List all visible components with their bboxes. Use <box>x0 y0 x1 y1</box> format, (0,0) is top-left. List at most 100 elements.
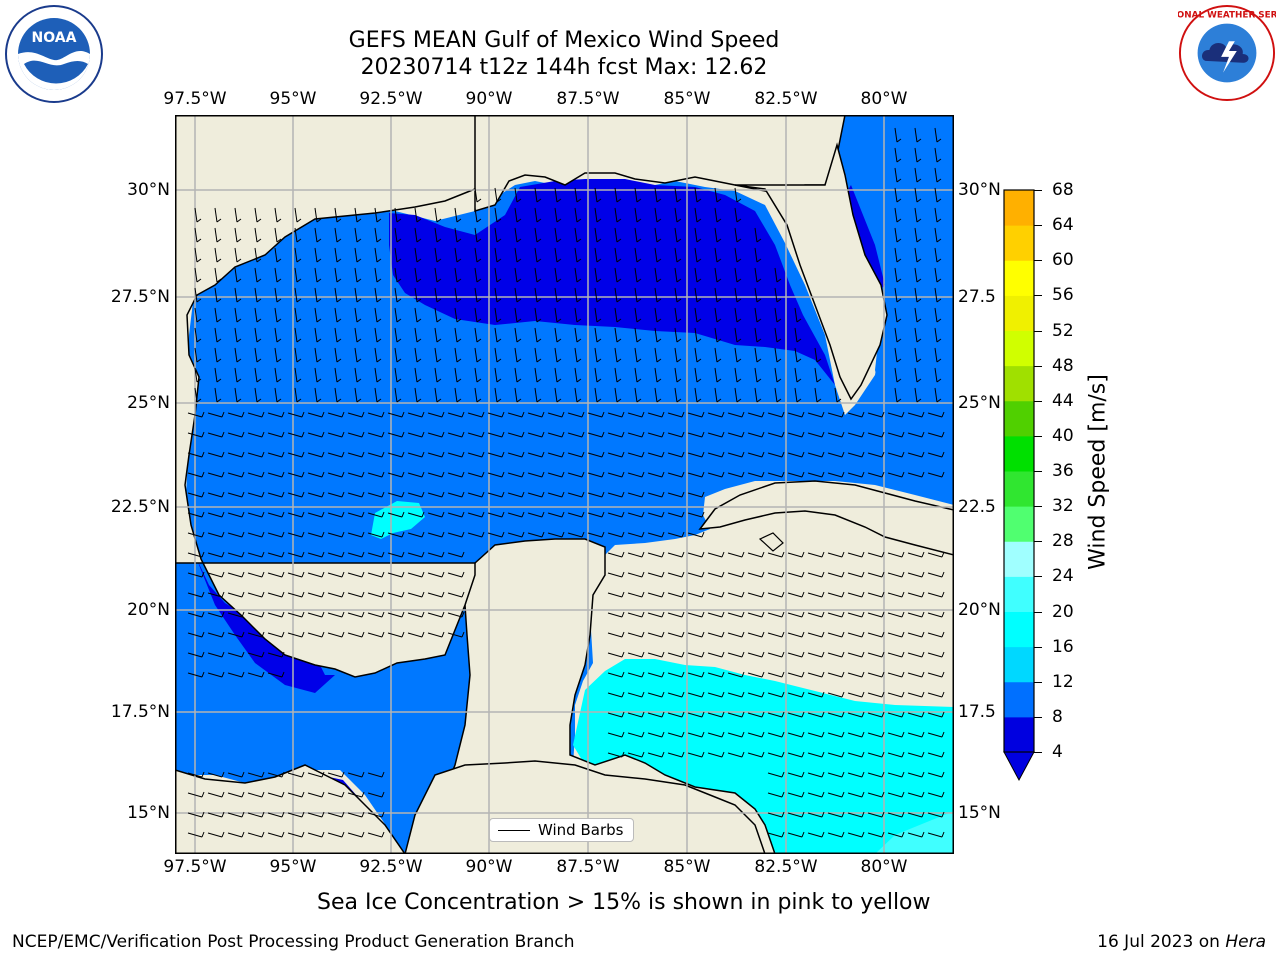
wind-barb <box>687 491 705 498</box>
wind-barb <box>927 731 945 738</box>
wind-barb <box>627 711 645 718</box>
wind-barb <box>487 511 505 518</box>
wind-barb <box>627 651 645 658</box>
wind-barb <box>487 411 505 418</box>
wind-barb <box>627 451 645 458</box>
wind-barb <box>894 147 902 163</box>
wind-barb <box>674 207 682 223</box>
wind-barb <box>327 431 345 438</box>
wind-barb <box>447 631 465 638</box>
wind-barb <box>927 631 945 638</box>
colorbar-tick: 20 <box>1052 601 1074 622</box>
sea-ice-note: Sea Ice Concentration > 15% is shown in … <box>317 890 931 915</box>
wind-barb <box>847 831 865 838</box>
wind-barb <box>674 367 682 383</box>
wind-barb <box>454 347 462 363</box>
wind-barb <box>894 287 902 303</box>
wind-barb <box>507 451 525 458</box>
wind-barb <box>274 287 282 303</box>
wind-barb <box>427 591 445 598</box>
wind-barb <box>367 631 385 638</box>
colorbar-tick: 28 <box>1052 531 1074 552</box>
wind-barb <box>934 367 942 383</box>
wind-barb <box>627 671 645 678</box>
wind-barb <box>247 451 265 458</box>
wind-barb <box>687 531 705 538</box>
wind-barb <box>367 511 385 518</box>
wind-barb <box>767 711 785 718</box>
wind-barb <box>454 227 462 243</box>
wind-barb <box>254 207 262 223</box>
wind-barb <box>807 711 825 718</box>
wind-barb <box>827 611 845 618</box>
wind-barb <box>367 791 385 798</box>
legend-box: Wind Barbs <box>489 818 635 842</box>
wind-barb <box>407 451 425 458</box>
wind-barb <box>534 287 542 303</box>
wind-barb <box>414 267 422 283</box>
wind-barb <box>867 591 885 598</box>
colorbar-tick-mark <box>1034 646 1042 648</box>
wind-barb <box>634 267 642 283</box>
wind-barb <box>647 651 665 658</box>
wind-barb <box>727 671 745 678</box>
wind-barb <box>847 471 865 478</box>
wind-barb <box>727 431 745 438</box>
wind-barb <box>707 551 725 558</box>
wind-barb <box>934 247 942 263</box>
wind-barb <box>727 571 745 578</box>
wind-barb <box>627 631 645 638</box>
wind-barb <box>807 611 825 618</box>
wind-barb <box>407 551 425 558</box>
wind-barb <box>754 307 762 323</box>
colorbar-tick-mark <box>1034 225 1042 227</box>
wind-barb <box>194 307 202 323</box>
wind-barb <box>427 451 445 458</box>
wind-barb <box>654 347 662 363</box>
wind-barb <box>607 471 625 478</box>
wind-barb <box>774 367 782 383</box>
wind-barb <box>247 631 265 638</box>
wind-barb <box>607 551 625 558</box>
colorbar-cell <box>1004 365 1034 402</box>
lat-tick-left: 17.5°N <box>110 702 170 722</box>
wind-barb <box>347 551 365 558</box>
wind-barb <box>847 631 865 638</box>
wind-barb <box>227 431 245 438</box>
wind-barb <box>327 451 345 458</box>
wind-barb <box>247 611 265 618</box>
wind-barb <box>227 591 245 598</box>
wind-barb <box>787 771 805 778</box>
wind-barb <box>927 771 945 778</box>
lat-tick-right: 25°N <box>958 393 1003 413</box>
colorbar-cell <box>1004 225 1034 261</box>
wind-barb <box>814 387 822 403</box>
wind-barb <box>447 531 465 538</box>
colorbar-cell <box>1004 471 1034 507</box>
wind-barb <box>414 287 422 303</box>
wind-barb <box>867 431 885 438</box>
lon-tick-top: 95°W <box>269 89 317 109</box>
wind-barb <box>647 671 665 678</box>
wind-barb <box>247 811 265 818</box>
wind-barb <box>614 187 622 203</box>
wind-barb <box>354 247 362 263</box>
wind-barb <box>274 307 282 323</box>
wind-barb <box>694 287 702 303</box>
wind-barb <box>327 571 345 578</box>
wind-barb <box>807 811 825 818</box>
wind-barb <box>407 471 425 478</box>
wind-barb <box>747 471 765 478</box>
wind-barb <box>827 431 845 438</box>
wind-barb <box>827 711 845 718</box>
wind-barb <box>207 671 225 678</box>
wind-barb <box>887 711 905 718</box>
wind-barb <box>554 207 562 223</box>
wind-barb <box>607 431 625 438</box>
colorbar-tick-mark <box>1034 752 1042 753</box>
wind-barb <box>914 247 922 263</box>
wind-barb <box>807 631 825 638</box>
wind-barb <box>227 631 245 638</box>
generation-date-text: 16 Jul 2023 on <box>1097 932 1226 952</box>
wind-barb <box>894 267 902 283</box>
